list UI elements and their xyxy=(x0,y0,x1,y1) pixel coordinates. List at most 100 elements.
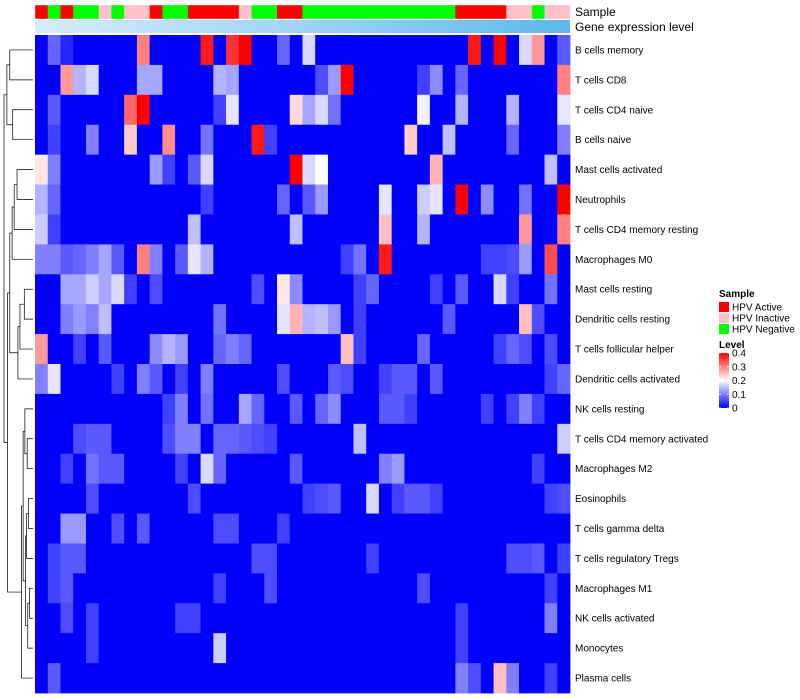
heatmap-cell xyxy=(353,603,367,634)
heatmap-cell xyxy=(149,633,163,664)
row-label: T cells gamma delta xyxy=(575,524,665,535)
heatmap-cell xyxy=(493,423,507,455)
heatmap-cell xyxy=(277,64,291,96)
heatmap-cell xyxy=(442,663,456,694)
sample-annotation-cell xyxy=(289,5,303,19)
heatmap-cell xyxy=(353,244,367,275)
heatmap-cell xyxy=(417,573,431,604)
heatmap-cell xyxy=(340,274,354,305)
heatmap-cell xyxy=(162,304,176,335)
heatmap-cell xyxy=(506,453,520,485)
heatmap-cell xyxy=(162,573,176,604)
heatmap-cell xyxy=(353,393,367,425)
heatmap-cell xyxy=(315,513,329,544)
heatmap-cell xyxy=(506,364,520,395)
heatmap-cell xyxy=(60,453,74,485)
heatmap-cell xyxy=(442,274,456,305)
heatmap-cell xyxy=(519,393,533,425)
heatmap-cell xyxy=(124,364,138,395)
heatmap-cell xyxy=(404,633,418,664)
heatmap-cell xyxy=(73,663,87,694)
heatmap-cell xyxy=(506,423,520,455)
heatmap-cell xyxy=(213,663,227,694)
heatmap-cell xyxy=(277,334,291,365)
heatmap-cell xyxy=(200,364,214,395)
heatmap-cell xyxy=(200,513,214,544)
heatmap-cell xyxy=(149,334,163,365)
heatmap-cell xyxy=(226,124,240,156)
heatmap-cell xyxy=(506,603,520,634)
heatmap-cell xyxy=(366,35,380,66)
heatmap-cell xyxy=(238,334,252,365)
heatmap-cell xyxy=(187,663,201,694)
heatmap-cell xyxy=(111,633,125,664)
heatmap-cell xyxy=(531,543,545,574)
heatmap-cell xyxy=(226,513,240,544)
heatmap-cell xyxy=(340,35,354,66)
heatmap-cell xyxy=(60,334,74,365)
heatmap-cell xyxy=(544,393,558,425)
heatmap-cell xyxy=(340,304,354,335)
heatmap-cell xyxy=(378,94,393,126)
heatmap-cell xyxy=(85,483,100,514)
heatmap-cell xyxy=(468,244,482,275)
heatmap-cell xyxy=(200,154,214,185)
heatmap-cell xyxy=(442,603,456,634)
heatmap-cell xyxy=(187,334,201,365)
heatmap-cell xyxy=(417,483,431,514)
sample-annotation-cell xyxy=(417,5,431,19)
heatmap-cell xyxy=(175,244,189,275)
heatmap-cell xyxy=(213,154,227,185)
heatmap-cell xyxy=(226,603,240,634)
heatmap-cell xyxy=(124,124,138,156)
heatmap-cell xyxy=(378,274,393,305)
heatmap-cell xyxy=(468,603,482,634)
heatmap-cell xyxy=(544,573,558,604)
heatmap-cell xyxy=(531,94,545,126)
level-tick-label: 0.2 xyxy=(732,376,746,387)
heatmap-cell xyxy=(315,423,329,455)
row-label: B cells memory xyxy=(575,45,643,56)
sample-annotation-cell xyxy=(442,5,456,19)
heatmap-cell xyxy=(442,453,456,485)
heatmap-cell xyxy=(404,453,418,485)
heatmap-cell xyxy=(111,543,125,574)
heatmap-cell xyxy=(136,154,151,185)
heatmap-cell xyxy=(468,184,482,215)
heatmap-cell xyxy=(366,184,380,215)
heatmap-cell xyxy=(35,543,49,574)
heatmap-cell xyxy=(238,453,252,485)
heatmap-cell xyxy=(468,483,482,514)
row-label: Macrophages M0 xyxy=(575,255,653,266)
heatmap-cell xyxy=(353,543,367,574)
heatmap-cell xyxy=(366,453,380,485)
heatmap-cell xyxy=(226,184,240,215)
heatmap-cell xyxy=(35,244,49,275)
sample-annotation-cell xyxy=(264,5,278,19)
heatmap-cell xyxy=(353,513,367,544)
heatmap-cell xyxy=(73,124,87,156)
heatmap-cell xyxy=(417,513,431,544)
heatmap-cell xyxy=(60,124,74,156)
heatmap-cell xyxy=(47,603,61,634)
heatmap-cell xyxy=(340,364,354,395)
sample-annotation-cell xyxy=(429,5,444,19)
heatmap-cell xyxy=(47,214,61,245)
heatmap-cell xyxy=(162,214,176,245)
heatmap-cell xyxy=(238,423,252,455)
heatmap-cell xyxy=(47,35,61,66)
heatmap-cell xyxy=(353,154,367,185)
heatmap-cell xyxy=(47,154,61,185)
heatmap-cell xyxy=(73,633,87,664)
heatmap-cell xyxy=(544,304,558,335)
heatmap-cell xyxy=(429,393,444,425)
heatmap-cell xyxy=(175,573,189,604)
heatmap-cell xyxy=(557,184,571,215)
heatmap-cell xyxy=(315,663,329,694)
heatmap-cell xyxy=(391,154,405,185)
heatmap-cell xyxy=(187,214,201,245)
heatmap-cell xyxy=(493,334,507,365)
heatmap-cell xyxy=(327,274,342,305)
heatmap-cell xyxy=(175,184,189,215)
heatmap-cell xyxy=(251,94,265,126)
